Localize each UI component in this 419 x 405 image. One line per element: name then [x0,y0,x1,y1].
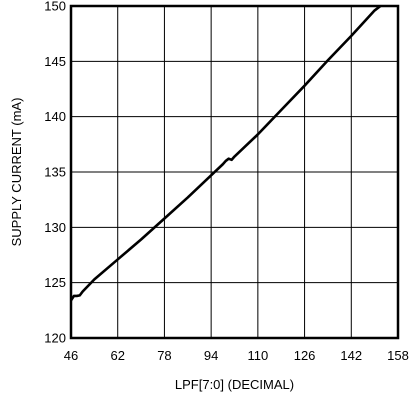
y-tick-label: 140 [44,109,66,124]
x-tick-label: 110 [247,348,268,363]
x-tick-label: 158 [387,348,409,363]
x-tick-label: 142 [340,348,362,363]
y-tick-label: 135 [44,165,66,180]
x-tick-label: 94 [204,348,218,363]
y-tick-label: 125 [44,275,66,290]
y-tick-label: 150 [44,0,66,14]
x-tick-label: 62 [110,348,124,363]
y-tick-label: 130 [44,220,66,235]
y-axis-ticks: 120 125 130 135 140 145 150 [44,0,66,346]
x-tick-label: 78 [157,348,171,363]
x-axis-label: LPF[7:0] (DECIMAL) [175,377,294,392]
y-axis-label: SUPPLY CURRENT (mA) [9,98,24,247]
x-tick-label: 126 [294,348,316,363]
x-tick-label: 46 [64,348,78,363]
series-line [71,6,382,302]
series-layer [71,6,382,302]
x-axis-ticks: 46 62 78 94 110 126 142 158 [64,348,409,363]
y-tick-label: 120 [44,331,66,346]
plot-frame [69,4,400,340]
grid-layer [71,6,398,338]
y-tick-label: 145 [44,54,66,69]
